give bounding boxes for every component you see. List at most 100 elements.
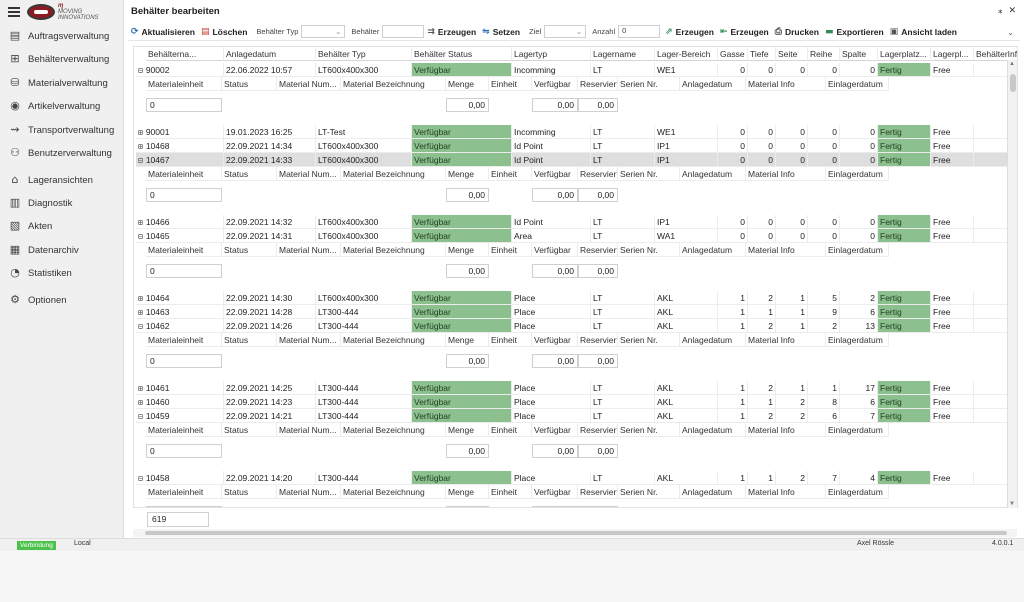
detail-column-header[interactable]: Anlagedatum [680,423,746,437]
detail-verfuegbar-field[interactable]: 0,00 [532,444,578,458]
detail-column-header[interactable]: Verfügbar [532,167,578,181]
detail-column-header[interactable]: Serien Nr. [618,77,680,91]
detail-materialeinheit-field[interactable]: 0 [146,506,222,507]
detail-header[interactable]: Materialeinheit Status Material Num... Mate… [134,243,1009,257]
table-row[interactable]: ⊞ 10461 22.09.2021 14:25 LT300-444 Verfügbar… [134,381,1017,395]
detail-header[interactable]: Materialeinheit Status Material Num... Mate… [134,423,1009,437]
sidebar-item-akten[interactable]: ▧ Akten [0,216,123,236]
sidebar-item-behälterverwaltung[interactable]: ⊞ Behälterverwaltung [0,49,123,69]
detail-reserviert-field[interactable]: 0,00 [578,98,618,112]
detail-column-header[interactable]: Material Bezeichnung [341,77,446,91]
detail-column-header[interactable]: Anlagedatum [680,77,746,91]
expand-icon[interactable]: ⊞ [138,218,143,227]
detail-column-header[interactable]: Einlagerdatum [826,77,889,91]
table-row[interactable]: ⊞ 10466 22.09.2021 14:32 LT600x400x300 Verfü… [134,215,1017,229]
detail-header[interactable]: Materialeinheit Status Material Num... Mate… [134,77,1009,91]
detail-column-header[interactable]: Serien Nr. [618,333,680,347]
detail-column-header[interactable]: Material Info [746,77,826,91]
detail-column-header[interactable]: Verfügbar [532,485,578,499]
menu-icon[interactable] [8,7,20,17]
table-row[interactable]: ⊞ 10468 22.09.2021 14:34 LT600x400x300 Verfü… [134,139,1017,153]
detail-column-header[interactable]: Status [222,243,277,257]
chevron-down-icon[interactable]: ⌄ [1007,28,1014,37]
detail-materialeinheit-field[interactable]: 0 [146,188,222,202]
table-row[interactable]: ⊞ 10460 22.09.2021 14:23 LT300-444 Verfügbar… [134,395,1017,409]
detail-column-header[interactable]: Einheit [489,423,532,437]
detail-reserviert-field[interactable]: 0,00 [578,506,618,507]
column-header[interactable]: BehälterInfo [974,47,1017,61]
detail-column-header[interactable]: Material Num... [277,77,341,91]
detail-column-header[interactable]: Einlagerdatum [826,485,889,499]
detail-column-header[interactable]: Einlagerdatum [826,423,889,437]
detail-column-header[interactable]: Reserviert [578,333,618,347]
detail-column-header[interactable]: Serien Nr. [618,485,680,499]
detail-column-header[interactable]: Material Bezeichnung [341,485,446,499]
detail-column-header[interactable]: Serien Nr. [618,423,680,437]
detail-column-header[interactable]: Einlagerdatum [826,243,889,257]
column-header[interactable]: Reihe [808,47,840,61]
detail-column-header[interactable]: Reserviert [578,167,618,181]
detail-column-header[interactable]: Material Info [746,485,826,499]
column-header[interactable]: Tiefe [748,47,776,61]
detail-column-header[interactable]: Menge [446,423,489,437]
expand-icon[interactable]: ⊞ [138,398,143,407]
detail-column-header[interactable]: Verfügbar [532,333,578,347]
detail-verfuegbar-field[interactable]: 0,00 [532,354,578,368]
horizontal-scrollbar[interactable] [133,529,1017,537]
container-type-select[interactable]: ⌄ [301,25,346,38]
detail-column-header[interactable]: Material Num... [277,423,341,437]
detail-reserviert-field[interactable]: 0,00 [578,354,618,368]
table-row[interactable]: ⊟ 10465 22.09.2021 14:31 LT600x400x300 Verfü… [134,229,1017,243]
detail-header[interactable]: Materialeinheit Status Material Num... Mate… [134,485,1009,499]
create-button-1[interactable]: ⇉ Erzeugen [427,26,477,37]
detail-reserviert-field[interactable]: 0,00 [578,188,618,202]
detail-column-header[interactable]: Serien Nr. [618,167,680,181]
detail-column-header[interactable]: Material Info [746,423,826,437]
close-icon[interactable]: ✕ [1008,5,1016,15]
detail-column-header[interactable]: Menge [446,485,489,499]
scroll-up-icon[interactable]: ▲ [1009,61,1015,67]
detail-column-header[interactable]: Anlagedatum [680,167,746,181]
detail-column-header[interactable]: Materialeinheit [146,77,222,91]
detail-column-header[interactable]: Material Info [746,243,826,257]
detail-column-header[interactable]: Material Info [746,333,826,347]
scroll-thumb[interactable] [145,531,1007,535]
table-row[interactable]: ⊟ 90002 22.06.2022 10:57 LT600x400x300 Verfü… [134,63,1017,77]
column-header[interactable]: Gasse [718,47,748,61]
table-row[interactable]: ⊞ 90001 19.01.2023 16:25 LT-Test Verfügbar In… [134,125,1017,139]
detail-column-header[interactable]: Materialeinheit [146,167,222,181]
detail-column-header[interactable]: Anlagedatum [680,485,746,499]
detail-column-header[interactable]: Status [222,167,277,181]
create-button-2[interactable]: ⇗ Erzeugen [665,26,714,37]
detail-materialeinheit-field[interactable]: 0 [146,444,222,458]
sidebar-item-optionen[interactable]: ⚙ Optionen [0,290,123,310]
refresh-button[interactable]: ⟳ Aktualisieren [131,26,195,37]
detail-column-header[interactable]: Reserviert [578,77,618,91]
expand-icon[interactable]: ⊞ [138,384,143,393]
vertical-scrollbar[interactable]: ▲ ▼ [1007,60,1017,508]
collapse-icon[interactable]: ⊟ [138,474,143,483]
column-header[interactable]: Lagername [591,47,655,61]
detail-verfuegbar-field[interactable]: 0,00 [532,264,578,278]
detail-column-header[interactable]: Material Bezeichnung [341,423,446,437]
column-header[interactable]: Seite [776,47,808,61]
column-header[interactable]: Behälterna... [146,47,224,61]
scroll-down-icon[interactable]: ▼ [1009,501,1015,507]
detail-column-header[interactable]: Materialeinheit [146,243,222,257]
column-header[interactable]: Lager-Bereich [655,47,718,61]
pin-icon[interactable]: ⁎ [997,5,1003,15]
detail-column-header[interactable]: Verfügbar [532,423,578,437]
column-header[interactable]: Lagerplatz... [878,47,931,61]
set-button[interactable]: ⇋ Setzen [482,26,521,37]
detail-menge-field[interactable]: 0,00 [446,444,489,458]
detail-column-header[interactable]: Material Info [746,167,826,181]
detail-column-header[interactable]: Einheit [489,77,532,91]
detail-column-header[interactable]: Menge [446,333,489,347]
column-header[interactable]: Lagerpl... [931,47,974,61]
sidebar-item-statistiken[interactable]: ◔ Statistiken [0,263,123,283]
detail-column-header[interactable]: Status [222,485,277,499]
